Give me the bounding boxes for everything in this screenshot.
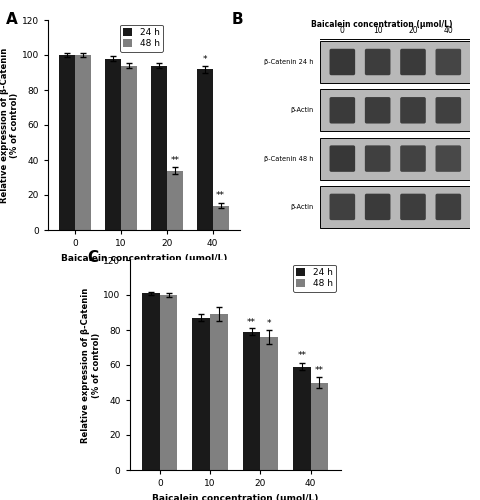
Bar: [197, 69, 213, 230]
Bar: [311, 382, 328, 470]
Text: B: B: [232, 12, 243, 26]
FancyBboxPatch shape: [320, 186, 470, 228]
Legend: 24 h, 48 h: 24 h, 48 h: [120, 24, 163, 52]
Text: 0: 0: [340, 26, 345, 35]
FancyBboxPatch shape: [330, 97, 355, 124]
Bar: [60, 55, 75, 230]
FancyBboxPatch shape: [400, 146, 426, 172]
Y-axis label: Relative expression of β-Catenin
(% of control): Relative expression of β-Catenin (% of c…: [81, 288, 100, 442]
FancyBboxPatch shape: [320, 41, 470, 83]
FancyBboxPatch shape: [320, 138, 470, 179]
Y-axis label: Relative expression of β-Catenin
(% of control): Relative expression of β-Catenin (% of c…: [0, 48, 19, 203]
Bar: [213, 206, 228, 230]
FancyBboxPatch shape: [365, 97, 390, 124]
FancyBboxPatch shape: [365, 194, 390, 220]
X-axis label: Baicalein concentration (μmol/L): Baicalein concentration (μmol/L): [152, 494, 318, 500]
FancyBboxPatch shape: [330, 194, 355, 220]
FancyBboxPatch shape: [435, 146, 461, 172]
Bar: [243, 332, 260, 470]
FancyBboxPatch shape: [365, 146, 390, 172]
Text: C: C: [87, 250, 98, 264]
Text: A: A: [6, 12, 17, 26]
FancyBboxPatch shape: [330, 146, 355, 172]
Text: 40: 40: [444, 26, 453, 35]
Text: **: **: [315, 366, 324, 376]
FancyBboxPatch shape: [435, 194, 461, 220]
Text: **: **: [170, 156, 180, 165]
Text: β-Actin: β-Actin: [290, 204, 313, 210]
Bar: [210, 314, 228, 470]
FancyBboxPatch shape: [435, 97, 461, 124]
Text: β-Actin: β-Actin: [290, 108, 313, 114]
Text: **: **: [247, 318, 256, 326]
FancyBboxPatch shape: [435, 49, 461, 75]
Bar: [142, 293, 160, 470]
Bar: [160, 295, 178, 470]
Legend: 24 h, 48 h: 24 h, 48 h: [293, 264, 336, 291]
FancyBboxPatch shape: [330, 49, 355, 75]
Bar: [293, 367, 311, 470]
Bar: [105, 58, 121, 230]
FancyBboxPatch shape: [400, 49, 426, 75]
Bar: [260, 337, 278, 470]
FancyBboxPatch shape: [400, 97, 426, 124]
Bar: [121, 66, 137, 230]
Text: *: *: [203, 54, 207, 64]
Bar: [167, 170, 183, 230]
Bar: [151, 66, 167, 230]
FancyBboxPatch shape: [400, 194, 426, 220]
Text: **: **: [297, 351, 306, 360]
Text: Baicalein concentration (μmol/L): Baicalein concentration (μmol/L): [312, 20, 453, 29]
Text: β-Catenin 24 h: β-Catenin 24 h: [264, 59, 313, 65]
Bar: [192, 318, 210, 470]
Text: *: *: [267, 320, 271, 328]
Bar: [75, 55, 91, 230]
FancyBboxPatch shape: [320, 90, 470, 132]
Text: 20: 20: [408, 26, 418, 35]
Text: 10: 10: [373, 26, 383, 35]
Text: **: **: [216, 191, 225, 200]
FancyBboxPatch shape: [365, 49, 390, 75]
Text: β-Catenin 48 h: β-Catenin 48 h: [264, 156, 313, 162]
X-axis label: Baicalein concentration (μmol/L): Baicalein concentration (μmol/L): [61, 254, 227, 262]
